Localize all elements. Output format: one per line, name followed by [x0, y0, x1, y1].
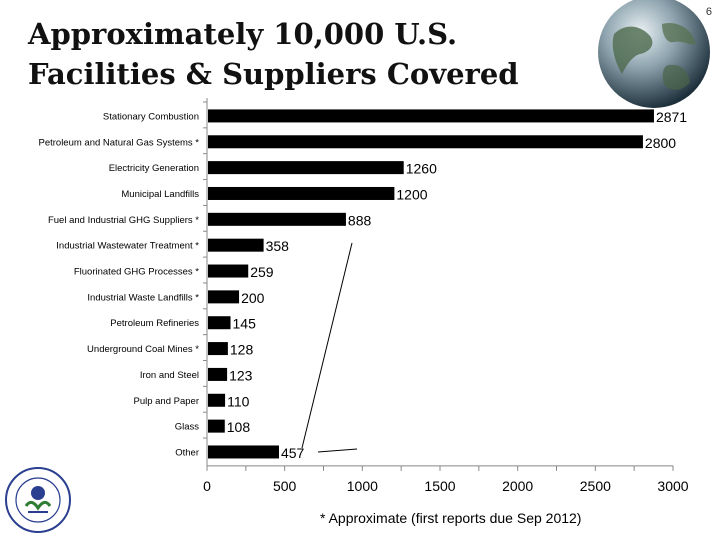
x-tick-label: 1000 — [347, 478, 378, 494]
bar — [208, 186, 395, 200]
connector-line — [317, 448, 358, 453]
footnote: * Approximate (first reports due Sep 201… — [320, 510, 582, 526]
value-label: 259 — [250, 264, 274, 280]
value-label: 145 — [233, 316, 257, 332]
value-label: 457 — [281, 445, 305, 461]
category-label: Industrial Waste Landfills * — [87, 292, 199, 303]
category-label: Stationary Combustion — [103, 111, 199, 122]
value-label: 123 — [229, 367, 253, 383]
bar — [208, 316, 231, 330]
bar — [208, 342, 228, 356]
x-tick-label: 1500 — [424, 478, 455, 494]
x-tick-label: 2000 — [502, 478, 533, 494]
category-label: Glass — [175, 422, 200, 433]
slide-title: Approximately 10,000 U.S. Facilities & S… — [28, 14, 588, 94]
bar — [208, 367, 228, 381]
x-tick-label: 500 — [273, 478, 297, 494]
category-label: Other — [175, 447, 199, 458]
globe-icon — [598, 0, 710, 108]
epa-seal-icon — [5, 467, 71, 533]
bar — [208, 161, 404, 175]
bar — [208, 393, 226, 407]
category-label: Industrial Wastewater Treatment * — [56, 241, 199, 252]
page-number: 6 — [705, 6, 712, 18]
category-label: Iron and Steel — [140, 370, 199, 381]
bar — [208, 109, 654, 123]
category-label: Municipal Landfills — [121, 189, 199, 200]
category-label: Electricity Generation — [109, 163, 199, 174]
x-tick-label: 3000 — [657, 478, 688, 494]
category-label: Petroleum Refineries — [110, 318, 199, 329]
bar — [208, 212, 346, 226]
category-label: Underground Coal Mines * — [87, 344, 199, 355]
title-line-1: Approximately 10,000 U.S. — [28, 17, 458, 51]
category-label: Petroleum and Natural Gas Systems * — [38, 137, 199, 148]
title-line-2: Facilities & Suppliers Covered — [28, 57, 519, 91]
value-label: 1200 — [396, 186, 427, 202]
value-label: 1260 — [406, 161, 437, 177]
category-label: Pulp and Paper — [134, 396, 200, 407]
value-label: 200 — [241, 290, 265, 306]
value-label: 110 — [227, 393, 250, 409]
value-label: 358 — [266, 238, 290, 254]
bar — [208, 135, 643, 149]
category-label: Fluorinated GHG Processes * — [74, 267, 199, 278]
value-label: 128 — [230, 342, 254, 358]
bar — [208, 238, 264, 252]
value-label: 888 — [348, 212, 372, 228]
bar — [208, 445, 279, 459]
bar — [208, 290, 240, 304]
category-label: Fuel and Industrial GHG Suppliers * — [48, 215, 199, 226]
bar — [208, 419, 225, 433]
x-tick-label: 0 — [203, 478, 211, 494]
bar — [208, 264, 249, 278]
connector-line — [301, 242, 353, 449]
value-label: 108 — [227, 419, 251, 435]
x-tick-label: 2500 — [580, 478, 611, 494]
value-label: 2800 — [645, 135, 676, 151]
value-label: 2871 — [656, 109, 687, 125]
